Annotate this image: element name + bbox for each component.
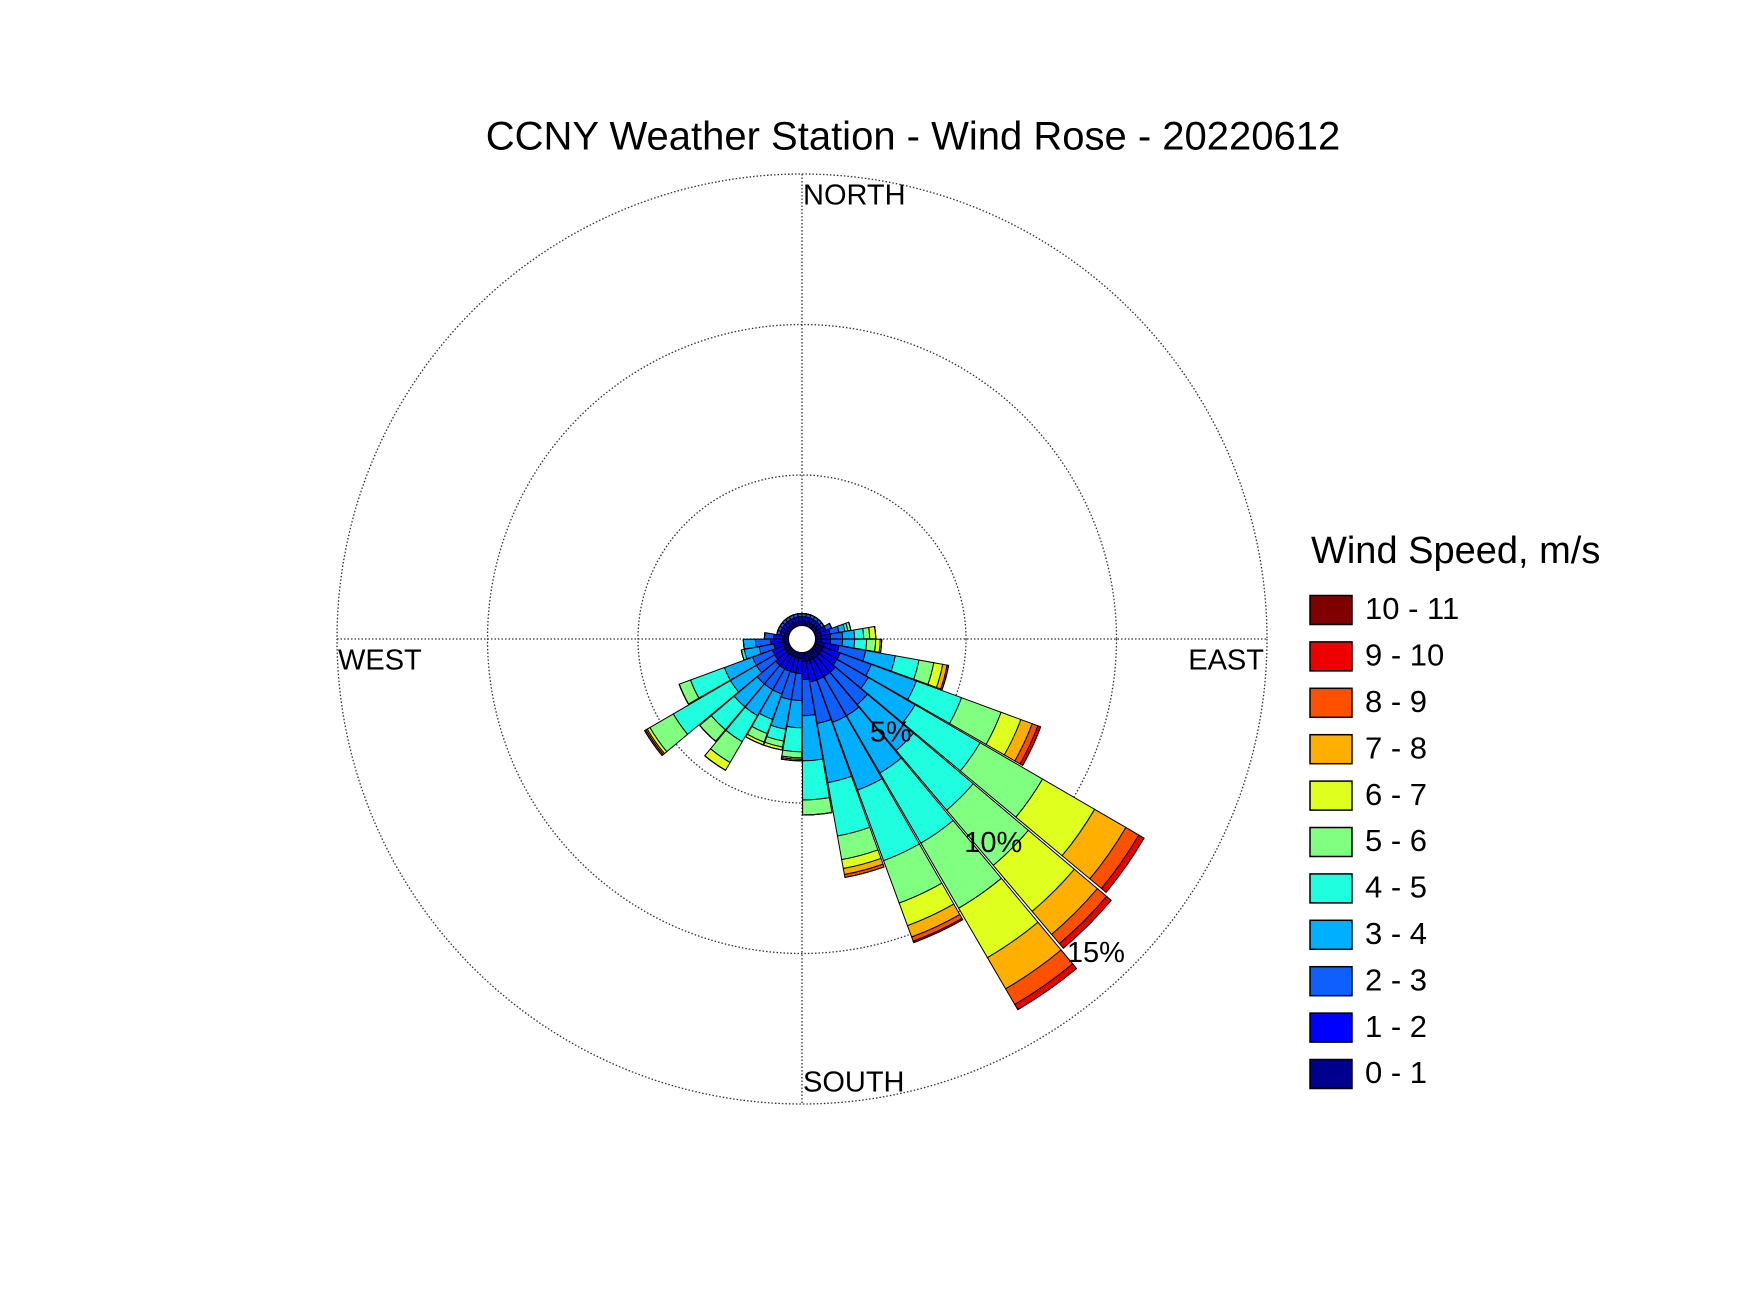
- wind-segment: [742, 639, 745, 650]
- wind-segment: [644, 730, 663, 756]
- legend-title: Wind Speed, m/s: [1311, 530, 1600, 572]
- legend-label: 7 - 8: [1365, 730, 1427, 765]
- direction-label: WEST: [338, 645, 422, 677]
- legend-swatch: [1309, 594, 1353, 626]
- grid-ring: [486, 323, 1118, 955]
- legend-label: 10 - 11: [1365, 591, 1459, 626]
- legend-swatch: [1309, 873, 1353, 904]
- grid: [336, 173, 1268, 1105]
- wind-segment: [853, 627, 865, 640]
- wind-segment: [742, 638, 757, 650]
- wind-segment: [781, 638, 790, 643]
- legend-swatch: [1309, 1012, 1353, 1043]
- wind-segment: [814, 635, 823, 640]
- legend-label: 6 - 7: [1365, 777, 1427, 812]
- direction-label: EAST: [1188, 645, 1264, 677]
- legend-swatch: [1309, 733, 1353, 765]
- center-hole: [788, 625, 816, 653]
- legend-swatch: [1309, 826, 1353, 858]
- legend: Wind Speed, m/s 0 - 1 1 - 2 2 - 3 3 - 4 4 - …: [1309, 530, 1600, 1090]
- wind-segment: [802, 811, 833, 816]
- legend-label: 9 - 10: [1365, 638, 1444, 673]
- r-tick-label: 15%: [1067, 937, 1125, 969]
- labels: NORTH EAST SOUTH WEST 5% 10% 15%: [338, 180, 1264, 1099]
- wind-segment: [1017, 968, 1077, 1011]
- legend-swatch: [1309, 919, 1353, 951]
- wind-segment: [802, 797, 833, 816]
- wind-segment: [740, 649, 745, 661]
- legend-swatch: [1309, 965, 1353, 997]
- wind-segment: [798, 620, 803, 627]
- legend-label: 3 - 4: [1365, 916, 1427, 951]
- legend-label: 4 - 5: [1365, 870, 1427, 905]
- wind-segment: [844, 866, 885, 878]
- wind-segment: [880, 639, 883, 653]
- legend-label: 2 - 3: [1365, 962, 1427, 997]
- wind-segment: [763, 632, 766, 639]
- legend-label: 1 - 2: [1365, 1009, 1427, 1044]
- r-tick-label: 5%: [870, 717, 912, 749]
- legend-swatch: [1309, 641, 1353, 672]
- bars: [643, 612, 1145, 1011]
- legend-label: 0 - 1: [1365, 1055, 1427, 1090]
- wind-segment: [865, 638, 877, 653]
- r-tick-label: 10%: [964, 827, 1022, 859]
- legend-label: 8 - 9: [1365, 684, 1427, 719]
- legend-swatch: [1309, 687, 1353, 719]
- wind-segment: [678, 684, 689, 705]
- legend-label: 5 - 6: [1365, 823, 1427, 858]
- chart-title: CCNY Weather Station - Wind Rose - 20220…: [486, 115, 1341, 159]
- grid-ring: [637, 474, 967, 804]
- direction-label: NORTH: [803, 180, 906, 212]
- wind-segment: [841, 629, 856, 640]
- wind-segment: [699, 725, 716, 742]
- grid-ring: [336, 173, 1268, 1105]
- wind-segment: [763, 632, 775, 640]
- legend-swatch: [1309, 780, 1353, 811]
- legend-swatch: [1309, 1058, 1353, 1090]
- direction-label: SOUTH: [803, 1067, 905, 1099]
